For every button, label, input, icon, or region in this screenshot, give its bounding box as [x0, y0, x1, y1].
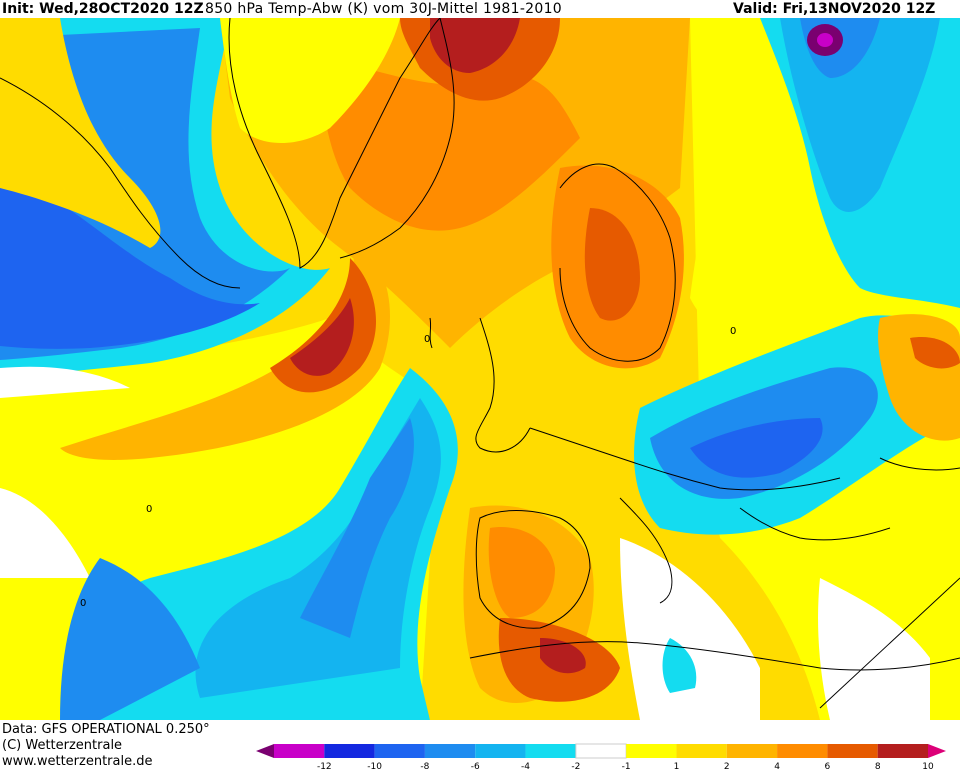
legend-swatch	[274, 744, 325, 758]
zone-greenland-core	[320, 58, 580, 231]
legend-swatch	[777, 744, 828, 758]
legend-arrow-high	[928, 744, 946, 758]
legend-tick-label: 10	[922, 762, 934, 772]
data-source: Data: GFS OPERATIONAL 0.250°	[2, 722, 210, 737]
balkans	[739, 507, 891, 541]
legend-tick-label: -2	[571, 762, 580, 772]
neutral-band-west	[0, 366, 130, 398]
zone-warm-tongue	[60, 238, 390, 460]
temperature-anomaly-map: 0 0 0 0	[0, 18, 960, 720]
zone-scandinavia-core	[584, 208, 640, 321]
north-africa-coast	[469, 641, 960, 671]
legend-swatch	[676, 744, 727, 758]
legend-swatch	[424, 744, 476, 758]
scandinavia	[559, 163, 676, 362]
legend-arrow-low	[256, 744, 274, 758]
legend-tick-label: -12	[317, 762, 332, 772]
italy	[619, 497, 673, 604]
contour-label: 0	[146, 504, 152, 515]
valid-time: Valid: Fri,13NOV2020 12Z	[733, 1, 936, 17]
legend-tick-label: 8	[875, 762, 881, 772]
legend-tick-label: -6	[471, 762, 480, 772]
zone-med-cold-spot	[662, 638, 697, 693]
legend-tick-label: 1	[674, 762, 680, 772]
zone-arctic-peak	[430, 18, 520, 73]
europe-north-coast	[529, 427, 841, 491]
border-ne-africa	[819, 577, 960, 709]
zone-cold-sw-core	[300, 418, 414, 638]
legend-tick-label: -10	[367, 762, 382, 772]
zone-cold-nw-core	[0, 178, 260, 349]
neutral-band-sw	[0, 488, 90, 578]
legend-tick-label: -4	[521, 762, 530, 772]
map-title: 850 hPa Temp-Abw (K) vom 30J-Mittel 1981…	[205, 1, 563, 17]
canada-coast	[0, 77, 241, 289]
coastlines	[0, 18, 960, 709]
color-legend: -12-10-8-6-4-2-1124681012	[256, 742, 956, 772]
contour-label: 0	[730, 326, 736, 337]
legend-tick-label: 4	[774, 762, 780, 772]
contour-label: 0	[424, 334, 430, 345]
map-header: Init: Wed,28OCT2020 12Z 850 hPa Temp-Abw…	[0, 0, 968, 18]
legend-tick-label: -1	[622, 762, 631, 772]
init-time: Init: Wed,28OCT2020 12Z	[2, 1, 204, 17]
contour-label: 0	[80, 598, 86, 609]
zone-turkey-core	[910, 337, 960, 369]
zone-ne-extreme-core	[817, 33, 833, 47]
legend-swatch	[726, 744, 778, 758]
legend-swatch	[475, 744, 526, 758]
map-canvas: 0 0 0 0	[0, 18, 960, 720]
legend-swatch	[374, 744, 425, 758]
legend-swatch	[525, 744, 576, 758]
legend-tick-label: 6	[825, 762, 831, 772]
greenland-coast-west	[228, 18, 441, 269]
zone-med-neutral	[620, 538, 760, 720]
zone-warm-tongue-peak	[290, 298, 354, 376]
legend-bar: -12-10-8-6-4-2-1124681012	[256, 743, 946, 772]
zone-iberia-core	[488, 527, 555, 618]
zone-africa-peak	[540, 638, 586, 674]
black-sea	[879, 457, 960, 471]
legend-swatch	[827, 744, 878, 758]
legend-swatch	[324, 744, 375, 758]
contour-labels: 0 0 0 0	[80, 326, 736, 609]
legend-swatch	[575, 743, 627, 759]
iberia	[475, 510, 591, 629]
greenland-coast-east	[339, 18, 455, 259]
zone-greenland-coast	[220, 18, 400, 143]
legend-tick-label: -8	[420, 762, 429, 772]
legend-swatch	[877, 744, 928, 758]
zone-cold-far-sw	[60, 558, 200, 720]
zone-ce-cold-core	[690, 418, 823, 478]
zone-labrador-warm	[0, 18, 161, 248]
legend-tick-label: 2	[724, 762, 730, 772]
copyright: (C) Wetterzentrale	[2, 738, 123, 753]
british-isles	[475, 317, 531, 453]
iceland	[429, 317, 433, 349]
source-url[interactable]: www.wetterzentrale.de	[2, 754, 153, 769]
legend-swatch	[626, 744, 677, 758]
